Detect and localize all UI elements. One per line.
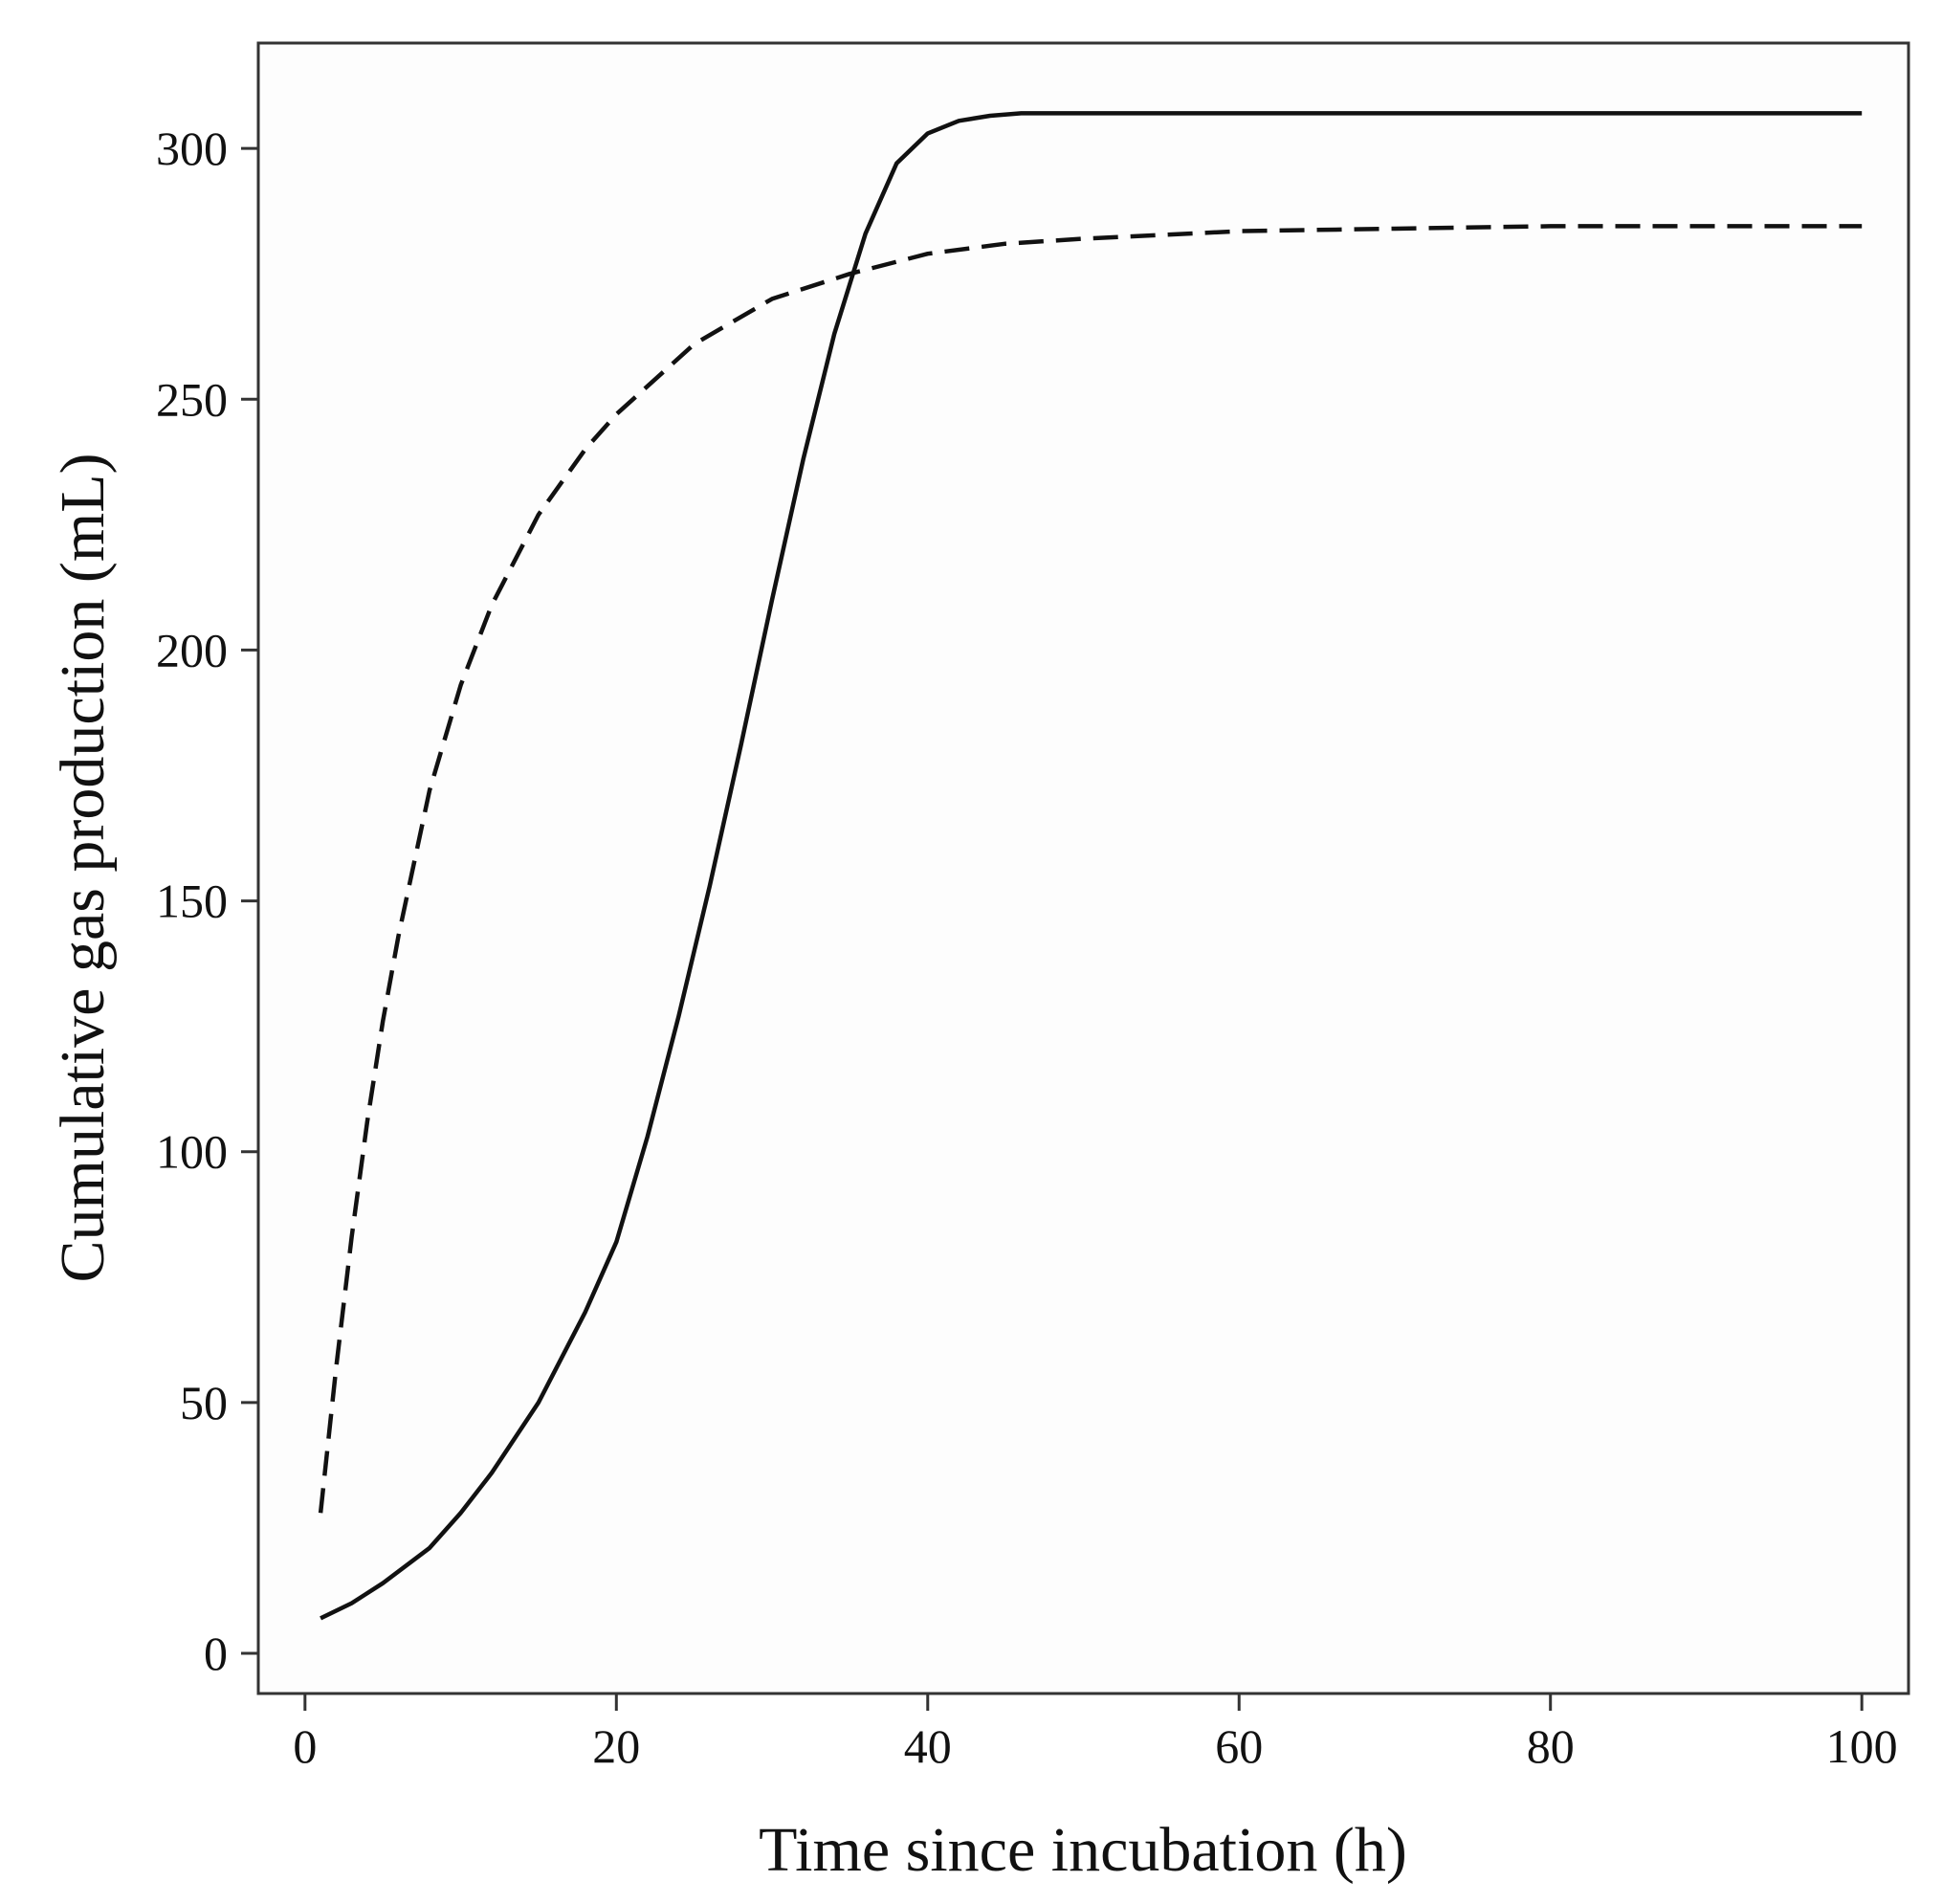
x-tick-label: 60 (1215, 1719, 1263, 1773)
y-tick-label: 150 (156, 875, 228, 928)
x-tick-label: 100 (1826, 1719, 1898, 1773)
dashed-series-line (318, 224, 1863, 1514)
y-tick-label: 200 (156, 623, 228, 676)
x-tick-label: 40 (904, 1719, 952, 1773)
x-tick-label: 20 (592, 1719, 640, 1773)
y-axis-title: Cumulative gas production (mL) (48, 454, 118, 1283)
x-tick-label: 80 (1527, 1719, 1575, 1773)
tick-layer: 0 20 40 60 80 100 0 50 100 150 200 250 300 (156, 122, 1898, 1773)
solid-series-line (320, 111, 1863, 1621)
y-tick-label: 300 (156, 122, 228, 175)
y-tick-label: 50 (180, 1376, 228, 1429)
y-tick-label: 250 (156, 372, 228, 426)
x-tick-label: 0 (293, 1719, 317, 1773)
plot-area (256, 41, 1910, 1695)
y-tick-label: 0 (204, 1627, 228, 1680)
x-axis-title: Time since incubation (h) (759, 1815, 1407, 1885)
series-layer (318, 111, 1863, 1621)
y-tick-label: 100 (156, 1125, 228, 1179)
